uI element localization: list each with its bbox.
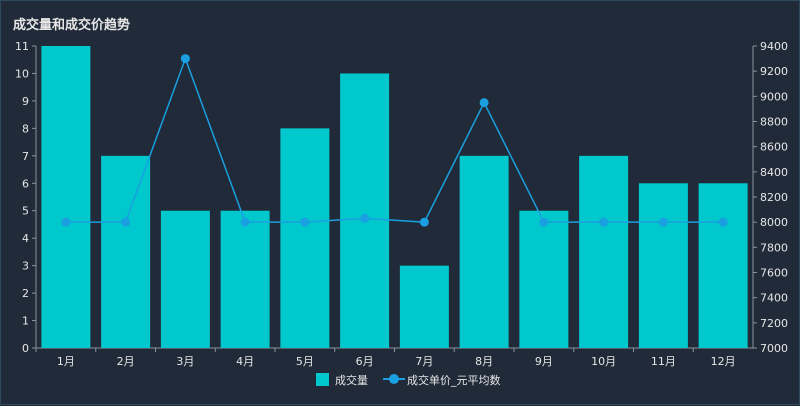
x-tick-label: 2月 — [117, 355, 135, 368]
right-tick-label: 7000 — [760, 342, 788, 355]
bar — [160, 210, 210, 348]
line-point — [419, 217, 429, 227]
left-tick-label: 0 — [22, 342, 29, 355]
right-tick-label: 8000 — [760, 216, 788, 229]
line-point — [360, 213, 370, 223]
left-tick-label: 5 — [22, 205, 29, 218]
bar — [638, 183, 688, 348]
left-tick-label: 4 — [22, 232, 29, 245]
bar — [220, 210, 270, 348]
right-tick-label: 7400 — [760, 292, 788, 305]
left-tick-label: 10 — [15, 67, 29, 80]
bar — [340, 73, 390, 349]
bar — [399, 265, 449, 348]
right-tick-label: 8200 — [760, 191, 788, 204]
right-tick-label: 8600 — [760, 141, 788, 154]
right-tick-label: 7600 — [760, 267, 788, 280]
bar — [579, 155, 629, 348]
legend-bar-swatch — [316, 373, 329, 386]
left-tick-label: 6 — [22, 177, 29, 190]
right-tick-label: 7200 — [760, 317, 788, 330]
left-tick-label: 9 — [22, 95, 29, 108]
x-tick-label: 11月 — [651, 355, 676, 368]
x-tick-label: 6月 — [356, 355, 374, 368]
bar — [698, 183, 748, 348]
bar — [101, 155, 151, 348]
chart-title: 成交量和成交价趋势 — [13, 18, 131, 33]
right-tick-label: 9200 — [760, 65, 788, 78]
x-tick-label: 9月 — [535, 355, 553, 368]
line-point — [479, 98, 489, 108]
right-tick-label: 9000 — [760, 90, 788, 103]
right-tick-label: 8800 — [760, 116, 788, 129]
line-point — [240, 217, 250, 227]
x-tick-label: 4月 — [236, 355, 254, 368]
bar — [519, 210, 569, 348]
x-tick-label: 12月 — [711, 355, 736, 368]
x-tick-label: 1月 — [57, 355, 75, 368]
left-tick-label: 11 — [15, 40, 29, 53]
line-point — [300, 217, 310, 227]
bar — [459, 155, 509, 348]
x-tick-label: 10月 — [591, 355, 616, 368]
legend-line-marker — [389, 374, 399, 384]
left-tick-label: 2 — [22, 287, 29, 300]
line-point — [658, 217, 668, 227]
right-tick-label: 9400 — [760, 40, 788, 53]
line-point — [61, 217, 71, 227]
x-tick-label: 5月 — [296, 355, 314, 368]
legend-line-label: 成交单价_元平均数 — [407, 373, 501, 387]
line-point — [599, 217, 609, 227]
legend-bar-label: 成交量 — [335, 373, 368, 387]
right-tick-label: 7800 — [760, 241, 788, 254]
bar — [41, 46, 91, 348]
left-tick-label: 8 — [22, 122, 29, 135]
line-point — [718, 217, 728, 227]
right-tick-label: 8400 — [760, 166, 788, 179]
x-tick-label: 7月 — [415, 355, 433, 368]
line-series — [65, 56, 724, 223]
bar — [280, 128, 330, 348]
left-tick-label: 3 — [22, 260, 29, 273]
x-tick-label: 3月 — [176, 355, 194, 368]
line-point — [180, 54, 190, 64]
x-tick-label: 8月 — [475, 355, 493, 368]
line-point — [539, 217, 549, 227]
line-point — [121, 217, 131, 227]
left-tick-label: 1 — [22, 315, 29, 328]
left-tick-label: 7 — [22, 150, 29, 163]
